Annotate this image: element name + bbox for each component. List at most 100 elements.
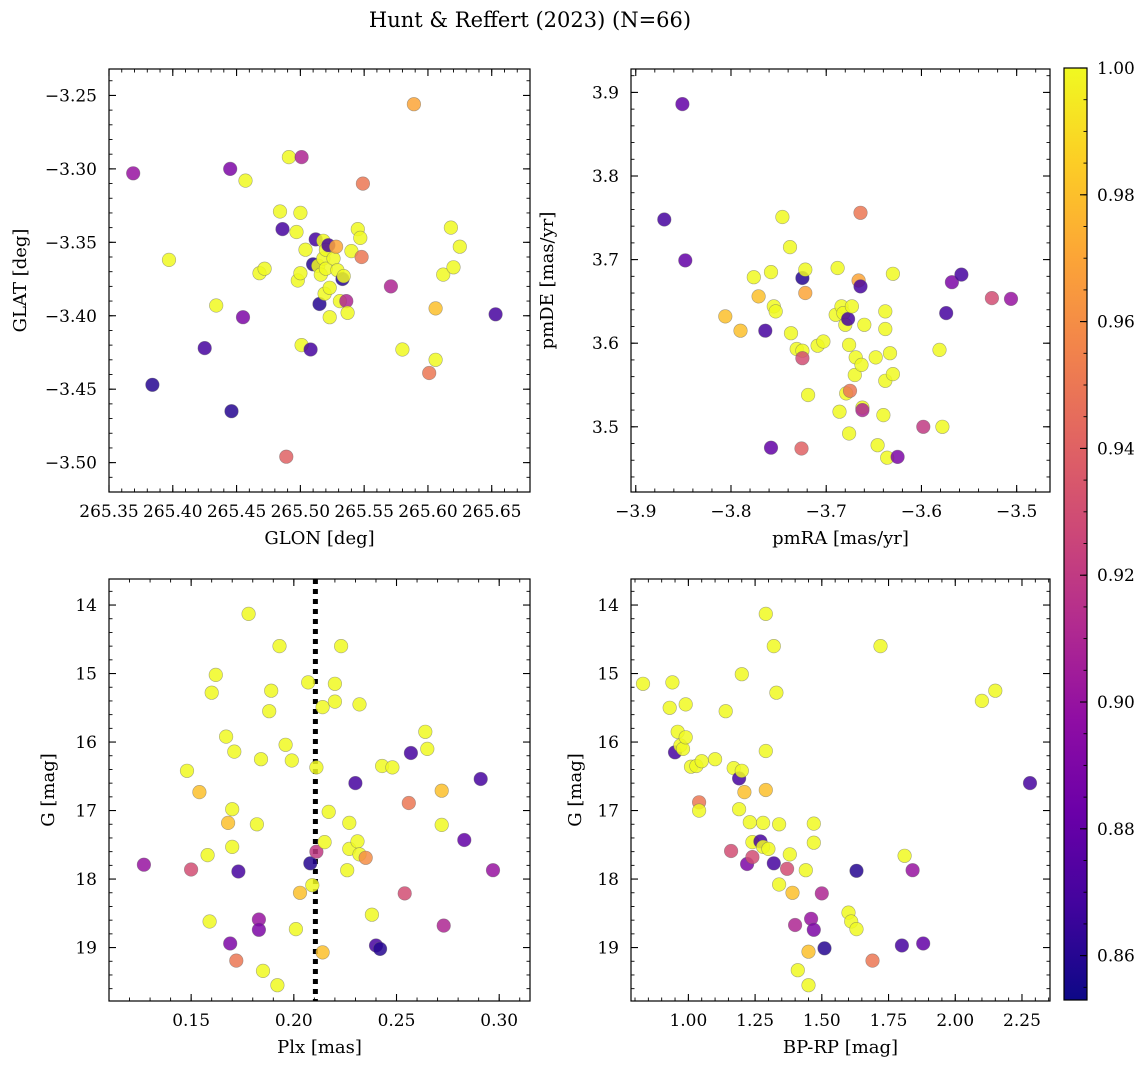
y-axis-label: GLAT [deg] (10, 229, 31, 333)
data-point (352, 697, 367, 712)
data-point (223, 161, 238, 176)
data-point (678, 730, 693, 745)
x-axis-label: BP-RP [mag] (783, 1037, 898, 1058)
data-point (334, 638, 349, 654)
data-point (279, 449, 294, 464)
data-point (420, 741, 435, 757)
data-point (436, 918, 451, 933)
data-point (988, 683, 1003, 698)
data-point (293, 205, 308, 220)
colorbar-tick-label: 0.96 (1097, 313, 1135, 333)
data-point (225, 802, 240, 817)
y-tick-label: 14 (597, 596, 619, 616)
data-point (262, 704, 277, 719)
colorbar-tick-label: 0.94 (1097, 439, 1135, 459)
data-point (751, 289, 766, 304)
data-point (1022, 775, 1038, 791)
y-tick-label: 3.8 (592, 167, 619, 187)
data-point (225, 839, 240, 855)
x-axis-label: pmRA [mas/yr] (772, 528, 909, 549)
colorbar-tick-label: 0.88 (1097, 820, 1135, 840)
x-tick-label: 265.50 (271, 502, 330, 522)
data-point (264, 683, 279, 698)
data-point (322, 310, 337, 325)
x-tick-label: 265.65 (462, 502, 521, 522)
data-point (768, 304, 783, 319)
data-point (755, 815, 771, 831)
data-point (208, 667, 223, 683)
data-point (734, 763, 749, 778)
data-point (452, 239, 467, 254)
data-point (832, 404, 847, 419)
colorbar-tick-label: 0.98 (1097, 186, 1135, 206)
data-point (733, 323, 748, 338)
data-point (746, 270, 761, 285)
data-point (270, 978, 285, 993)
y-tick-label: 16 (597, 733, 619, 753)
data-point (401, 795, 416, 811)
data-point (309, 760, 324, 775)
data-point (385, 760, 400, 775)
data-point (383, 279, 399, 294)
data-point (289, 224, 304, 240)
data-point (443, 220, 459, 235)
data-point (798, 285, 813, 301)
data-point (678, 697, 693, 712)
axes-frame (108, 578, 531, 1002)
data-point (488, 307, 503, 322)
data-point (224, 404, 239, 419)
colorbar-tick-label: 1.00 (1097, 59, 1135, 79)
data-point (327, 694, 343, 709)
data-point (241, 606, 256, 622)
x-tick-label: −3.9 (615, 502, 656, 522)
data-point (853, 205, 868, 220)
axes-frame (630, 68, 1051, 493)
data-point (473, 771, 488, 787)
data-point (422, 365, 437, 381)
data-point (309, 844, 324, 859)
data-point (204, 685, 219, 700)
data-point (397, 886, 412, 901)
data-point (707, 752, 723, 767)
x-tick-label: 265.35 (79, 502, 138, 522)
axes-frame (630, 578, 1051, 1002)
scatter-panel-bprp-g: 1.00 1.25 1.50 1.75 2.00 2.25 14 15 16 17 18 19 BP-R… (565, 578, 1051, 1058)
data-point (321, 804, 336, 820)
data-point (249, 817, 264, 832)
x-axis-label: Plx [mas] (277, 1037, 362, 1058)
data-point (272, 638, 287, 654)
data-point (816, 334, 831, 349)
data-point (830, 260, 845, 276)
data-point (329, 239, 344, 254)
data-point (718, 309, 733, 324)
data-point (301, 675, 316, 690)
scatter-panel-pmra-pmde: −3.9 −3.8 −3.7 −3.6 −3.5 3.5 3.6 3.7 3.8 3.9 pmRA … (537, 68, 1051, 549)
y-tick-label: −3.45 (45, 380, 97, 400)
data-point (763, 265, 779, 280)
data-point (944, 275, 960, 290)
x-tick-label: 1.25 (736, 1011, 774, 1031)
data-point (849, 921, 864, 937)
data-point (718, 704, 733, 719)
data-point (758, 743, 773, 759)
y-tick-label: 3.7 (592, 251, 619, 271)
data-point (758, 606, 773, 622)
y-tick-label: −3.25 (45, 86, 97, 106)
y-tick-label: 19 (597, 939, 619, 959)
data-point (897, 848, 912, 863)
points-group (635, 606, 1038, 993)
x-tick-label: 1.75 (870, 1011, 908, 1031)
data-point (675, 741, 691, 757)
data-point (202, 914, 217, 929)
scatter-panel-glon-glat: 265.35 265.40 265.45 265.50 265.55 265.60 265.… (10, 68, 531, 549)
data-point (221, 815, 236, 831)
data-point (894, 938, 910, 953)
data-point (315, 945, 330, 960)
data-point (253, 752, 269, 767)
data-point (806, 835, 821, 850)
data-point (841, 426, 857, 441)
x-tick-label: 0.25 (378, 1011, 416, 1031)
x-tick-label: −3.6 (901, 502, 942, 522)
data-point (229, 953, 244, 968)
